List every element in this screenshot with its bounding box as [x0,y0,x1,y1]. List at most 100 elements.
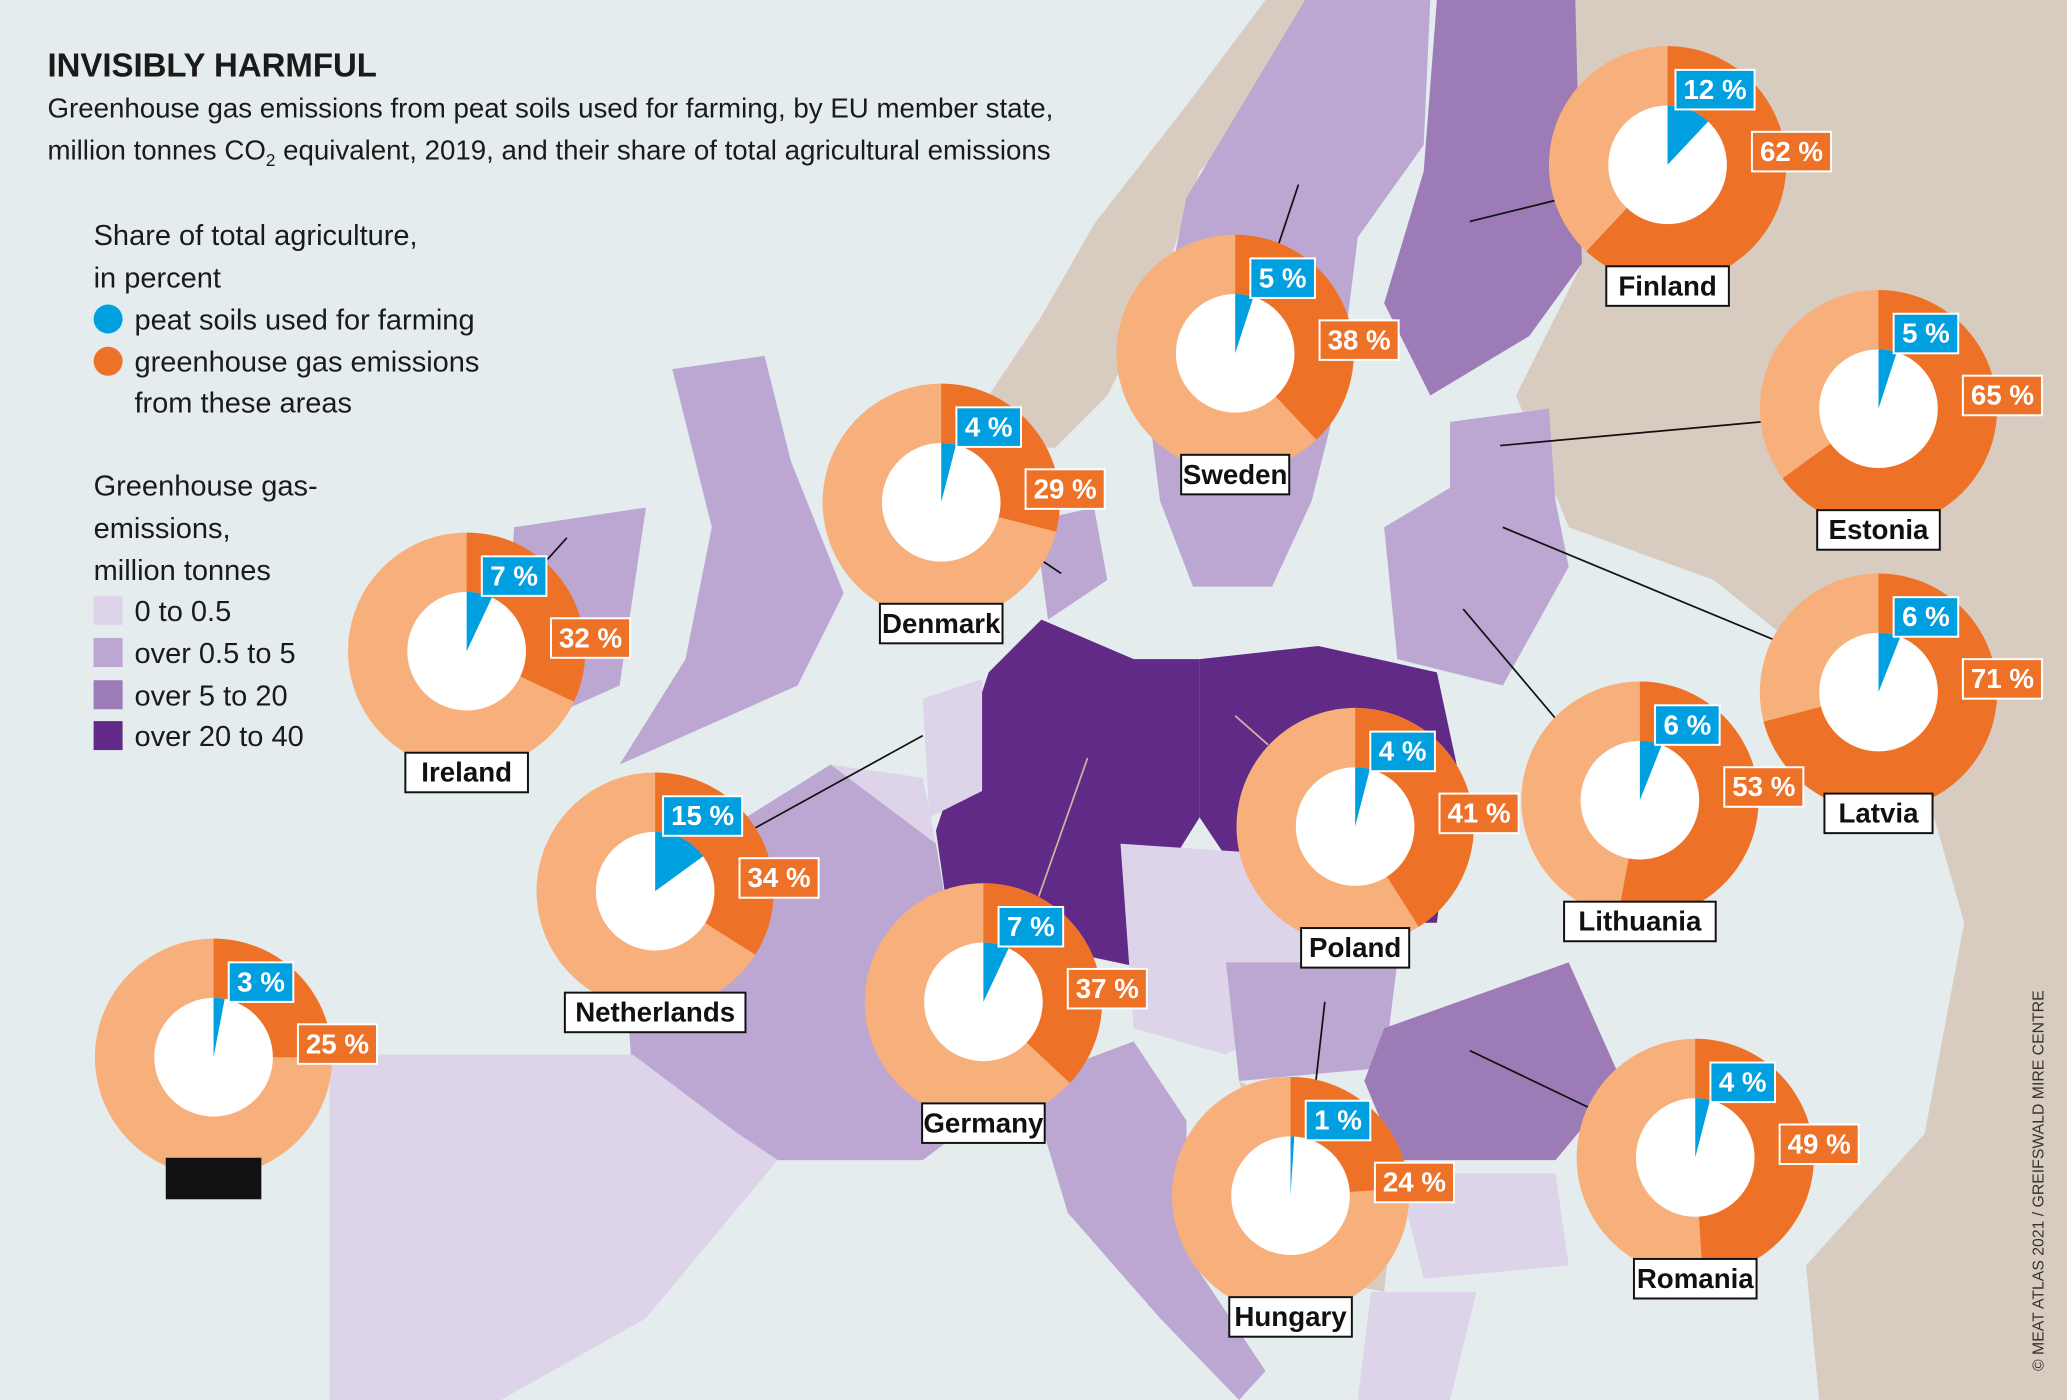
peat-share-label-box [1249,257,1316,299]
peat-share-label: 7 % [490,560,538,591]
peat-share-label-box [955,406,1022,448]
donut-hungary: 1 % 24 % Hungary [1171,1077,1456,1338]
country-label-box [1300,927,1411,969]
peat-share-label: 4 % [1719,1067,1767,1098]
country-label-box [921,1102,1046,1144]
donut-latvia: 6 % 71 % Latvia [1759,573,2043,835]
country-label-box [1823,792,1934,835]
credit: © MEAT ATLAS 2021 / GREIFSWALD MIRE CENT… [2030,990,2047,1371]
emissions-share-label: 62 % [1760,136,1823,167]
emissions-share-label: 41 % [1448,798,1511,829]
peat-share-label-box [1892,596,1960,638]
emissions-share-label-box [1066,967,1148,1010]
country-label: Sweden [1183,459,1288,490]
donut-peat-slice [655,831,704,892]
class-swatch [93,721,123,751]
country-label: Hungary [1234,1301,1347,1332]
country-uk [619,355,844,765]
donut-peat-slice [1878,349,1897,409]
class-label: 0 to 0.5 [134,596,231,628]
peat-share-label-box [1892,312,1960,355]
leader-lines [542,184,1774,1109]
peat-share-label: 4 % [965,411,1013,442]
peat-share-label: 7 % [1007,911,1055,942]
peat-share-label-box [1654,704,1721,746]
subtitle-part: million tonnes CO [47,135,265,166]
emissions-share-label: 37 % [1076,973,1139,1004]
subtitle-line-2: million tonnes CO2 equivalent, 2019, and… [47,135,1050,171]
emissions-share-label: 29 % [1034,473,1097,504]
peat-share-label-box [997,905,1065,948]
emissions-share-label: 49 % [1788,1128,1851,1159]
country-label-box [1228,1296,1353,1338]
legend-heading: million tonnes [94,555,271,587]
country-iberia [329,1054,778,1400]
country-label-box [165,1157,262,1200]
country-label: Poland [1309,932,1401,963]
legend-label-peat: peat soils used for farming [134,305,474,337]
class-swatch [93,595,123,625]
donut-peat-slice [213,997,225,1058]
legend-heading: emissions, [94,513,231,545]
donut-romania: 4 % 49 % Romania [1576,1038,1860,1300]
subtitle-line-1: Greenhouse gas emissions from peat soils… [47,92,1053,123]
emissions-share-label: 71 % [1971,663,2034,694]
peat-share-label-box [662,795,744,837]
emissions-share-label: 25 % [306,1028,369,1059]
donut-ireland: 7 % 32 % Ireland [348,532,632,794]
peat-share-label: 3 % [237,966,285,997]
country-label: Estonia [1829,514,1930,545]
country-label: Romania [1637,1263,1754,1294]
emissions-share-label-box [1778,1123,1860,1166]
donut-eu-28: 3 % 25 % EU 28 [94,938,379,1200]
peat-share-label: 5 % [1259,262,1307,293]
country-finland [1384,0,1582,396]
class-label: over 20 to 40 [134,721,303,753]
legend-emissions: Greenhouse gas- emissions, million tonne… [93,471,318,753]
peat-share-label-box [1369,730,1436,773]
peat-share-label-box [480,555,548,597]
emissions-share-label-box [550,617,632,659]
emissions-share-label: 65 % [1971,380,2034,411]
donut-peat-slice [983,942,1009,1002]
peat-share-label: 1 % [1314,1105,1362,1136]
emissions-share-label: 34 % [748,862,811,893]
peat-share-label: 12 % [1683,74,1746,105]
legend-heading: in percent [94,262,221,294]
emissions-share-label-box [1024,468,1106,510]
country-label-box [1816,509,1941,551]
donut-denmark: 4 % 29 % Denmark [822,383,1106,645]
donut-peat-slice [1290,1136,1295,1196]
class-label: over 0.5 to 5 [134,638,295,670]
legend-share: Share of total agriculture, in percent p… [93,220,479,420]
emissions-share-label-box [1438,792,1520,835]
donut-peat-slice [1639,740,1662,801]
donut-germany: 7 % 37 % Germany [864,883,1148,1144]
norway [988,0,1319,449]
emissions-share-label-box [738,857,820,899]
emissions-share-label-box [1961,374,2043,417]
country-label-box [404,751,529,794]
emissions-share-label-box [1750,130,1833,173]
country-label-box [1180,453,1291,496]
emissions-share-label-box [1373,1161,1456,1204]
peat-share-label: 15 % [671,800,734,831]
peat-share-label: 6 % [1902,601,1950,632]
country-label: Denmark [882,608,1001,639]
donut-peat-slice [1695,1098,1711,1158]
country-label-box [1605,265,1730,307]
country-label: Netherlands [575,997,735,1028]
class-swatch [93,680,123,710]
peat-share-label-box [227,961,295,1003]
donut-hole [407,591,526,711]
donut-lithuania: 6 % 53 % Lithuania [1521,681,1805,943]
emissions-share-label-box [1723,766,1805,808]
country-label: Latvia [1838,798,1919,829]
donut-sweden: 5 % 38 % Sweden [1116,234,1400,496]
donut-peat-slice [466,591,492,652]
country-greece [1357,1291,1477,1400]
title-block: INVISIBLY HARMFUL Greenhouse gas emissio… [47,46,1053,170]
class-swatch [93,638,123,668]
